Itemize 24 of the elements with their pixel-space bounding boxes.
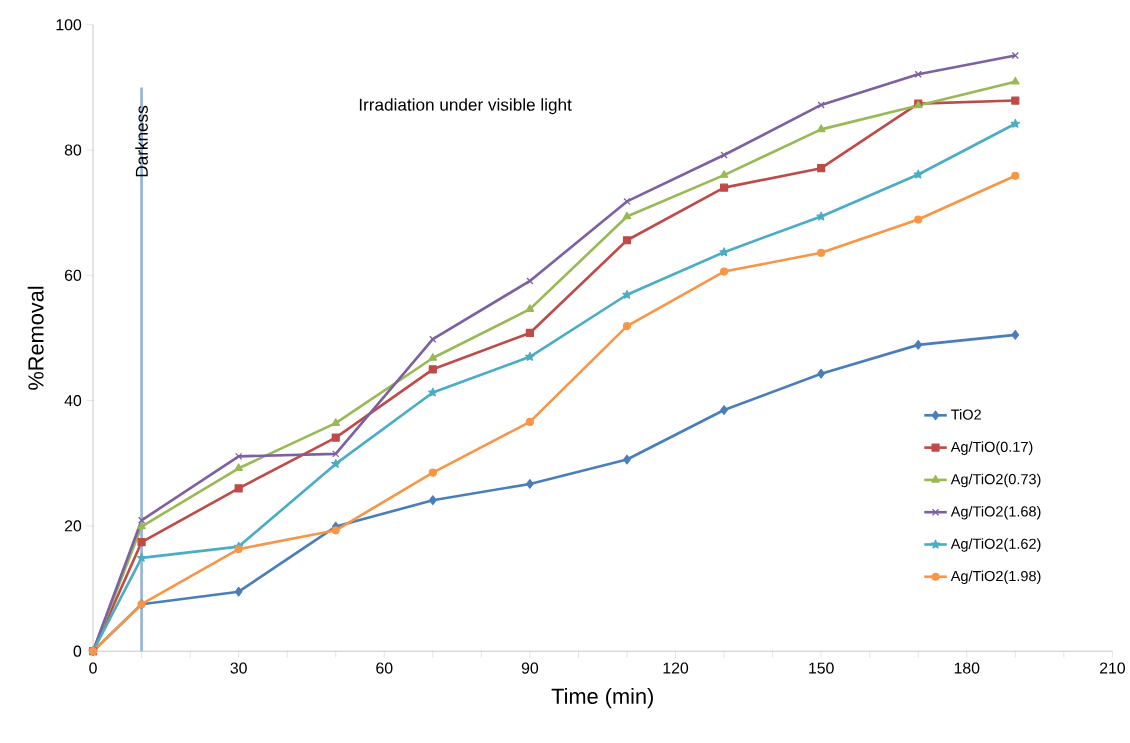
y-tick-label: 80 bbox=[64, 144, 82, 156]
y-tick-label: 100 bbox=[56, 19, 82, 31]
y-tick-label: 0 bbox=[73, 645, 82, 657]
x-tick-label: 0 bbox=[89, 662, 97, 674]
x-tick-label: 180 bbox=[954, 662, 980, 674]
x-tick-label: 150 bbox=[809, 662, 834, 674]
y-tick-label: 40 bbox=[64, 394, 82, 407]
legend-label: Ag/TiO2(1.62) bbox=[950, 538, 1041, 552]
y-tick-label: 20 bbox=[64, 520, 82, 532]
y-tick-label: 60 bbox=[64, 269, 82, 281]
ref-line-label: Darkness bbox=[135, 105, 148, 177]
x-tick-label: 120 bbox=[663, 662, 689, 674]
legend-label: Ag/TiO2(1.68) bbox=[950, 505, 1041, 520]
legend-label: TiO2 bbox=[951, 408, 981, 420]
annotation: Irradiation under visible light bbox=[359, 98, 572, 115]
x-tick-label: 90 bbox=[521, 662, 539, 674]
x-tick-label: 30 bbox=[230, 662, 247, 674]
legend-label: Ag/TiO(0.17) bbox=[950, 441, 1033, 455]
x-tick-label: 210 bbox=[1099, 662, 1125, 674]
legend-label: Ag/TiO2(0.73) bbox=[950, 473, 1041, 488]
x-axis-title: Time (min) bbox=[551, 687, 653, 709]
x-tick-label: 60 bbox=[376, 662, 393, 674]
legend-label: Ag/TiO2(1.98) bbox=[950, 570, 1041, 584]
y-axis-title: %Removal bbox=[27, 286, 44, 390]
